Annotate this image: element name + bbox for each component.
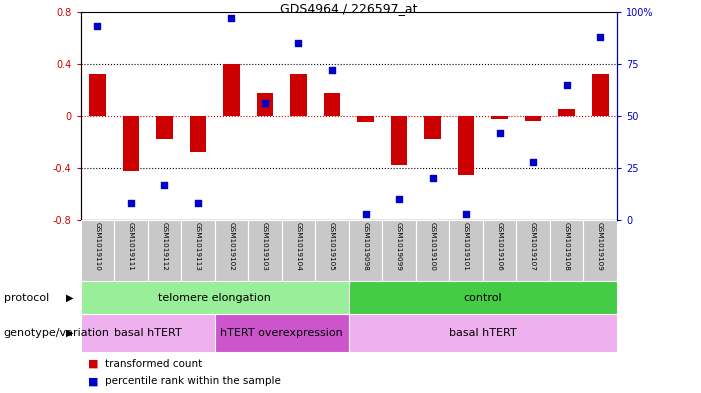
Text: ▶: ▶ xyxy=(66,293,74,303)
Text: transformed count: transformed count xyxy=(105,358,203,369)
Point xyxy=(125,200,137,207)
Text: percentile rank within the sample: percentile rank within the sample xyxy=(105,376,281,386)
Bar xyxy=(349,220,382,281)
Text: GSM1019104: GSM1019104 xyxy=(296,222,301,271)
Text: GSM1019099: GSM1019099 xyxy=(396,222,402,271)
Bar xyxy=(517,220,550,281)
Point xyxy=(393,196,404,202)
Bar xyxy=(223,64,240,116)
Bar xyxy=(156,116,172,140)
Point xyxy=(226,15,237,21)
Point xyxy=(360,211,371,217)
Point xyxy=(527,159,538,165)
Bar xyxy=(248,220,282,281)
Bar xyxy=(491,116,508,119)
Bar xyxy=(525,116,541,121)
Bar xyxy=(215,314,349,352)
Text: GSM1019110: GSM1019110 xyxy=(95,222,100,271)
Text: GDS4964 / 226597_at: GDS4964 / 226597_at xyxy=(280,2,418,15)
Bar xyxy=(416,220,449,281)
Point xyxy=(159,182,170,188)
Point xyxy=(293,40,304,46)
Bar xyxy=(81,314,215,352)
Bar xyxy=(189,116,206,152)
Text: GSM1019102: GSM1019102 xyxy=(229,222,234,271)
Text: GSM1019101: GSM1019101 xyxy=(463,222,469,271)
Bar xyxy=(315,220,349,281)
Text: protocol: protocol xyxy=(4,293,49,303)
Bar xyxy=(390,116,407,165)
Text: ■: ■ xyxy=(88,358,98,369)
Text: GSM1019108: GSM1019108 xyxy=(564,222,570,271)
Bar xyxy=(148,220,181,281)
Point xyxy=(561,82,572,88)
Text: control: control xyxy=(463,293,502,303)
Bar xyxy=(81,220,114,281)
Bar xyxy=(382,220,416,281)
Text: GSM1019111: GSM1019111 xyxy=(128,222,134,271)
Bar xyxy=(357,116,374,123)
Text: GSM1019107: GSM1019107 xyxy=(530,222,536,271)
Point xyxy=(427,175,438,182)
Bar xyxy=(592,74,608,116)
Bar xyxy=(349,281,617,314)
Point xyxy=(461,211,472,217)
Text: basal hTERT: basal hTERT xyxy=(114,328,182,338)
Text: hTERT overexpression: hTERT overexpression xyxy=(220,328,343,338)
Text: basal hTERT: basal hTERT xyxy=(449,328,517,338)
Bar xyxy=(89,74,106,116)
Bar xyxy=(81,281,349,314)
Bar xyxy=(324,92,341,116)
Bar xyxy=(181,220,215,281)
Bar xyxy=(290,74,307,116)
Point xyxy=(259,100,271,107)
Point xyxy=(92,23,103,29)
Point xyxy=(192,200,203,207)
Bar xyxy=(123,116,139,171)
Point xyxy=(327,67,338,73)
Text: genotype/variation: genotype/variation xyxy=(4,328,109,338)
Point xyxy=(594,34,606,40)
Bar xyxy=(282,220,315,281)
Text: GSM1019103: GSM1019103 xyxy=(262,222,268,271)
Point xyxy=(494,129,505,136)
Text: telomere elongation: telomere elongation xyxy=(158,293,271,303)
Bar xyxy=(550,220,583,281)
Bar xyxy=(558,109,575,116)
Text: GSM1019113: GSM1019113 xyxy=(195,222,201,271)
Bar xyxy=(483,220,517,281)
Bar xyxy=(424,116,441,140)
Text: GSM1019105: GSM1019105 xyxy=(329,222,335,271)
Text: GSM1019112: GSM1019112 xyxy=(161,222,168,271)
Bar xyxy=(449,220,483,281)
Bar xyxy=(458,116,475,174)
Text: GSM1019109: GSM1019109 xyxy=(597,222,603,271)
Bar xyxy=(349,314,617,352)
Text: ▶: ▶ xyxy=(66,328,74,338)
Text: GSM1019098: GSM1019098 xyxy=(362,222,369,271)
Bar xyxy=(114,220,148,281)
Text: GSM1019100: GSM1019100 xyxy=(430,222,435,271)
Text: ■: ■ xyxy=(88,376,98,386)
Bar xyxy=(583,220,617,281)
Text: GSM1019106: GSM1019106 xyxy=(496,222,503,271)
Bar xyxy=(215,220,248,281)
Bar xyxy=(257,92,273,116)
